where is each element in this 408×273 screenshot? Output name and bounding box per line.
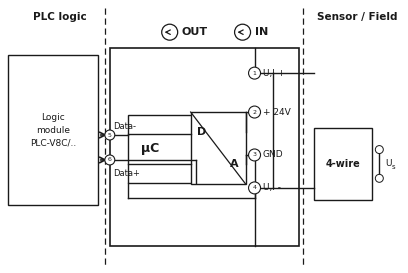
Bar xyxy=(128,115,196,183)
Text: s: s xyxy=(391,164,395,170)
Text: + 24V: + 24V xyxy=(262,108,290,117)
Bar xyxy=(315,128,373,200)
Text: A: A xyxy=(230,159,239,169)
Text: IN: IN xyxy=(255,27,268,37)
Text: OUT: OUT xyxy=(182,27,208,37)
Text: 6: 6 xyxy=(108,158,112,162)
Text: U,I +: U,I + xyxy=(262,69,285,78)
Text: 3: 3 xyxy=(253,152,257,158)
Circle shape xyxy=(248,149,261,161)
Text: 4: 4 xyxy=(253,185,257,190)
Text: Logic
module
PLC-V8C/..: Logic module PLC-V8C/.. xyxy=(30,113,76,147)
Bar xyxy=(8,55,98,205)
Text: D: D xyxy=(197,127,206,137)
Circle shape xyxy=(375,174,383,182)
Circle shape xyxy=(375,146,383,154)
Text: 2: 2 xyxy=(253,109,257,115)
Circle shape xyxy=(248,106,261,118)
Text: GND: GND xyxy=(262,150,283,159)
Text: 4-wire: 4-wire xyxy=(326,159,361,169)
Text: Data+: Data+ xyxy=(113,170,140,179)
Text: U,I -: U,I - xyxy=(262,183,281,192)
Circle shape xyxy=(105,155,115,165)
Text: μC: μC xyxy=(141,143,159,156)
Circle shape xyxy=(105,130,115,140)
Text: Sensor / Field: Sensor / Field xyxy=(317,12,398,22)
Circle shape xyxy=(235,24,251,40)
Bar xyxy=(110,48,299,246)
Bar xyxy=(191,112,246,184)
Text: 5: 5 xyxy=(108,132,112,138)
Text: Data-: Data- xyxy=(113,121,136,130)
Circle shape xyxy=(248,67,261,79)
Text: PLC logic: PLC logic xyxy=(33,12,87,22)
Circle shape xyxy=(248,182,261,194)
Text: U: U xyxy=(385,159,392,168)
Text: 1: 1 xyxy=(253,71,257,76)
Circle shape xyxy=(162,24,177,40)
